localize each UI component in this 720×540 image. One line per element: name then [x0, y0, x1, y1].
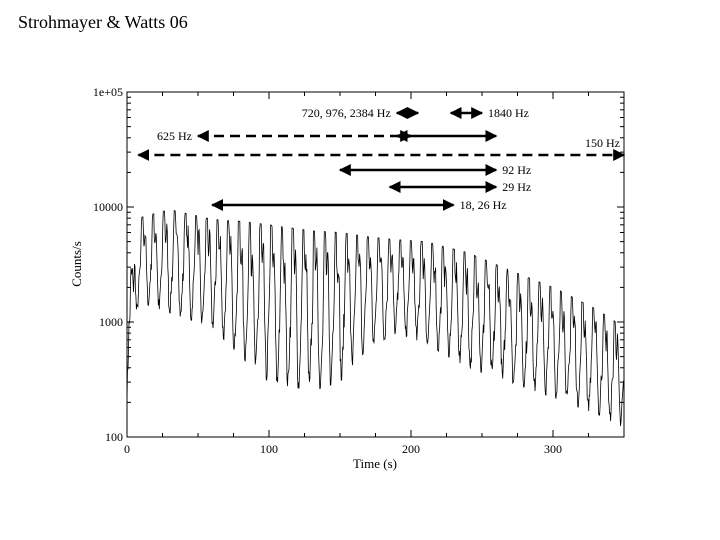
annotation-label: 150 Hz	[585, 136, 620, 150]
y-axis-label: Counts/s	[69, 241, 84, 287]
y-tick-label: 100	[105, 430, 123, 444]
series-line	[126, 210, 624, 427]
plot-frame	[126, 91, 625, 438]
x-tick-label: 100	[260, 442, 278, 456]
x-tick-label: 300	[544, 442, 562, 456]
annotation-label: 29 Hz	[502, 180, 531, 194]
slide-title: Strohmayer & Watts 06	[18, 12, 188, 32]
annotation-label: 720, 976, 2384 Hz	[302, 106, 391, 120]
x-axis-label: Time (s)	[353, 456, 397, 471]
x-axis: 0 100 200 300	[124, 92, 589, 456]
annotations: 720, 976, 2384 Hz 1840 Hz 625 Hz 150 Hz 92 H…	[137, 106, 626, 212]
annotation-label: 625 Hz	[157, 129, 192, 143]
x-tick-label: 0	[124, 442, 130, 456]
y-tick-label: 1000	[99, 315, 123, 329]
y-axis: 100 1000 10000 1e+05	[93, 85, 624, 444]
y-tick-label: 10000	[93, 200, 123, 214]
annotation-label: 1840 Hz	[488, 106, 529, 120]
y-tick-label: 1e+05	[93, 85, 123, 99]
x-tick-label: 200	[402, 442, 420, 456]
annotation-label: 18, 26 Hz	[460, 198, 507, 212]
annotation-label: 92 Hz	[502, 163, 531, 177]
